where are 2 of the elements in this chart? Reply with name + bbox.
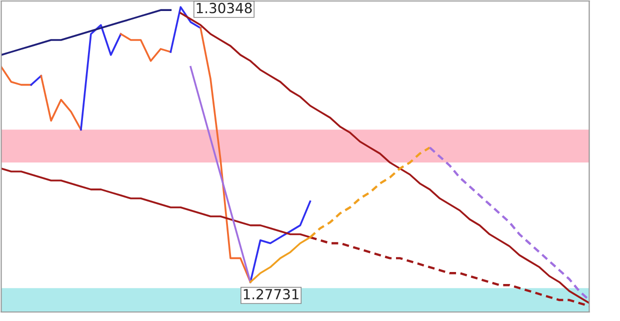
annotation: 1.30348 [196,2,252,14]
annotation: 1.27731 [244,288,298,300]
